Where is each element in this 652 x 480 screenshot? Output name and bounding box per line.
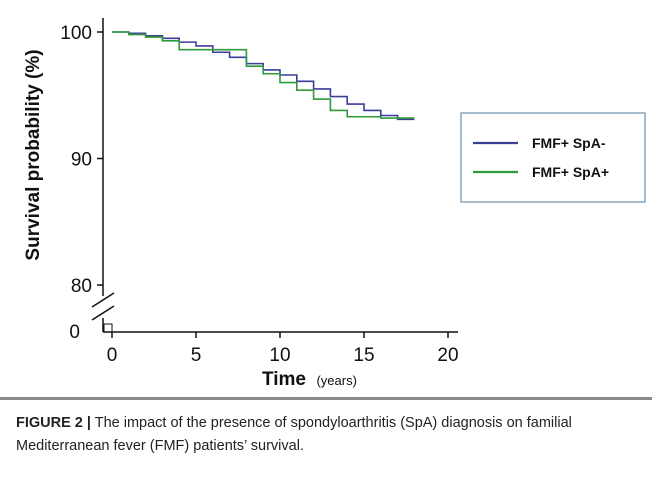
legend-label-spa-positive: FMF+ SpA+ [532, 164, 609, 180]
y-tick-label-zero: 0 [69, 322, 80, 343]
x-axis-unit: (years) [316, 373, 356, 388]
figure-caption: FIGURE 2 | The impact of the presence of… [0, 398, 652, 480]
x-tick-label-0: 0 [107, 345, 118, 366]
caption-text: The impact of the presence of spondyloar… [16, 415, 572, 454]
series-line-spa-positive [112, 31, 415, 119]
x-tick-label-5: 5 [191, 345, 202, 366]
caption-divider [0, 397, 652, 400]
series-line-spa-negative [112, 31, 415, 121]
axis-break-mark [91, 292, 115, 321]
caption-lead: FIGURE 2 | [16, 415, 91, 431]
y-tick-label-80: 80 [71, 276, 92, 297]
legend: FMF+ SpA- FMF+ SpA+ [460, 112, 646, 203]
legend-box [460, 112, 646, 203]
legend-label-spa-negative: FMF+ SpA- [532, 135, 606, 151]
x-axis-title-group: Time (years) [262, 369, 357, 390]
series-layer [112, 31, 415, 121]
x-ticks: 0 5 10 15 20 [107, 332, 459, 366]
survival-chart: 80 90 100 0 5 10 15 20 0 Survival probability … [23, 18, 646, 390]
y-ticks: 80 90 100 [60, 23, 103, 297]
x-axis-title: Time [262, 369, 306, 390]
y-tick-label-90: 90 [71, 150, 92, 171]
origin-marker [103, 323, 113, 333]
y-axis-title: Survival probability (%) [23, 49, 44, 260]
y-tick-label-100: 100 [60, 23, 92, 44]
x-tick-label-15: 15 [353, 345, 374, 366]
x-tick-label-20: 20 [437, 345, 458, 366]
x-tick-label-10: 10 [269, 345, 290, 366]
